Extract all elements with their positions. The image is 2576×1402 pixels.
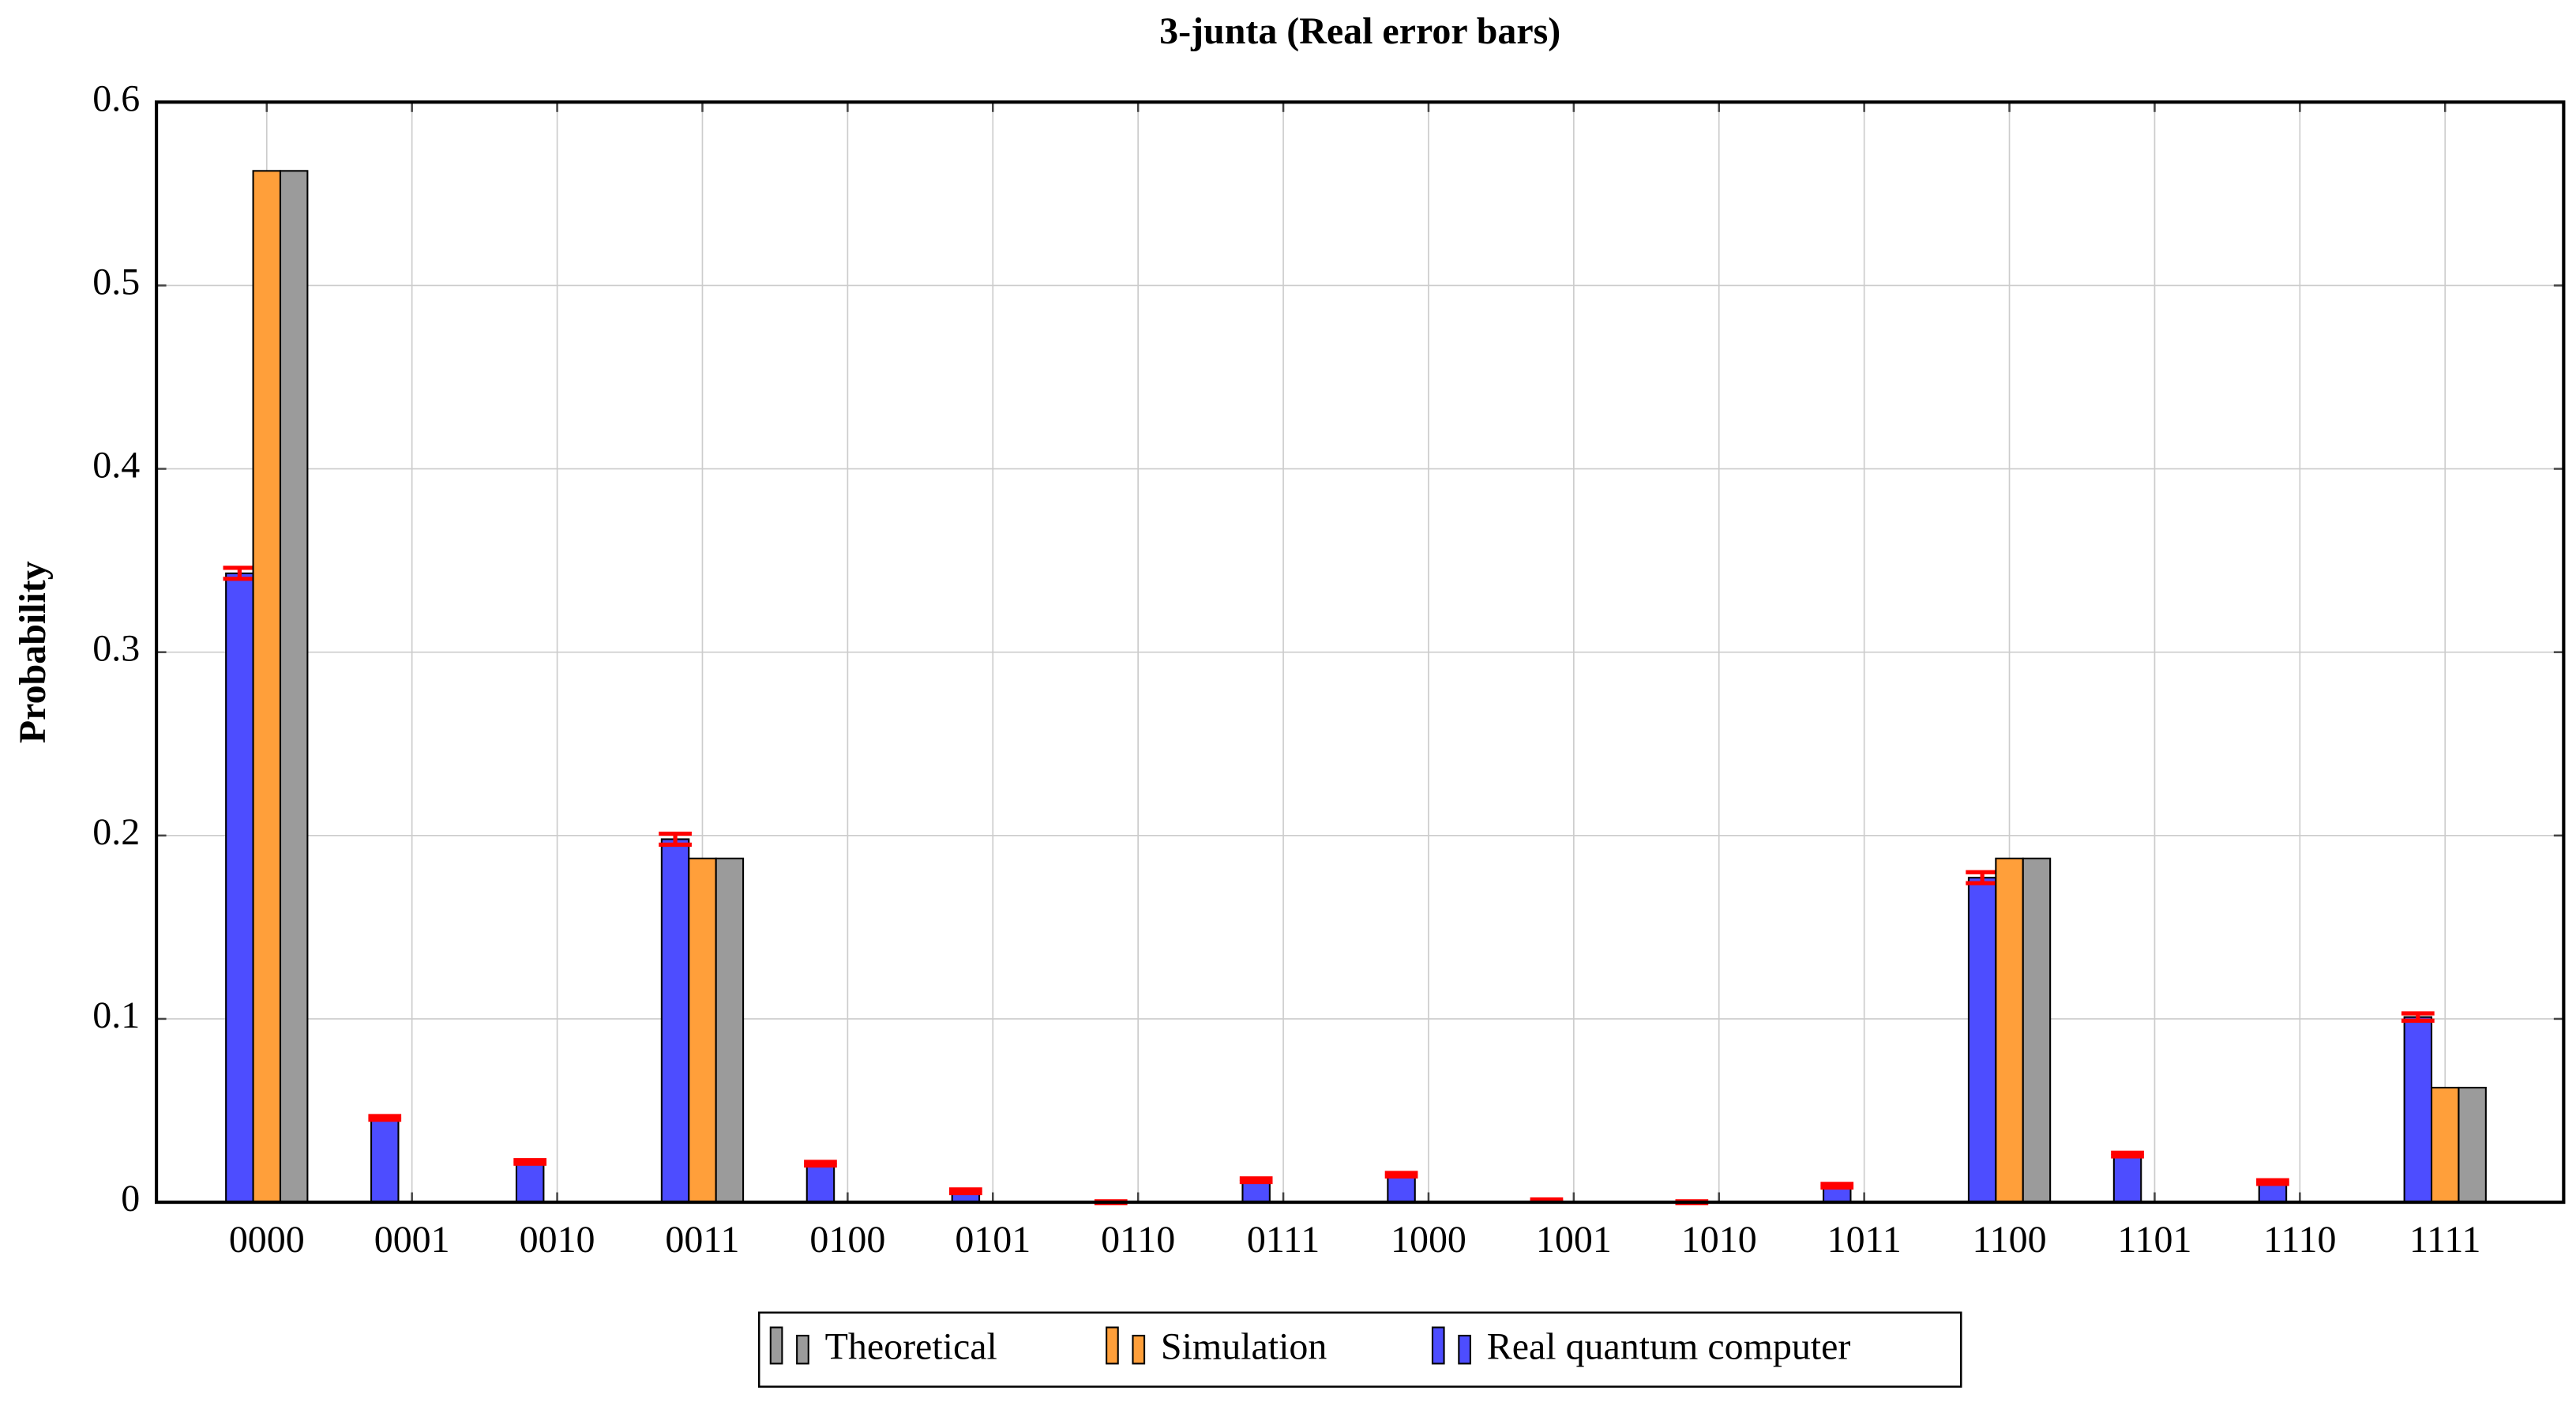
error-bar <box>513 1158 547 1166</box>
y-tick-label: 0.5 <box>92 261 140 303</box>
error-bar <box>223 566 257 581</box>
legend-box <box>757 1311 1962 1388</box>
x-tick-label: 1010 <box>1681 1219 1757 1261</box>
bar <box>805 1163 836 1204</box>
y-tick-label: 0.3 <box>92 628 140 670</box>
error-bar <box>1239 1176 1273 1185</box>
bar <box>2430 1086 2460 1204</box>
legend-label: Theoretical <box>825 1326 997 1368</box>
error-bar <box>1966 870 1999 885</box>
x-tick-label: 0101 <box>955 1219 1031 1261</box>
x-tick-label: 0110 <box>1101 1219 1175 1261</box>
x-tick-label: 0111 <box>1247 1219 1320 1261</box>
error-bar <box>949 1187 982 1196</box>
x-tick-label: 1000 <box>1391 1219 1466 1261</box>
legend-swatch <box>1106 1326 1119 1365</box>
bar <box>225 572 254 1204</box>
x-tick-label: 0001 <box>374 1219 450 1261</box>
bar <box>279 170 309 1204</box>
legend-swatch <box>1431 1326 1445 1365</box>
x-tick-label: 0011 <box>665 1219 739 1261</box>
error-bar <box>1384 1171 1418 1179</box>
bar <box>370 1117 400 1204</box>
bar <box>252 170 282 1204</box>
bar <box>660 838 690 1204</box>
y-tick-label: 0.1 <box>92 994 140 1036</box>
chart-title: 3-junta (Real error bars) <box>1159 10 1560 52</box>
bar <box>688 857 717 1204</box>
legend-label: Simulation <box>1161 1326 1327 1368</box>
error-bar <box>804 1160 837 1168</box>
legend-swatch <box>1458 1334 1471 1365</box>
legend-swatch <box>769 1326 783 1365</box>
y-axis-label: Probability <box>12 561 54 743</box>
x-tick-label: 0100 <box>809 1219 885 1261</box>
x-tick-label: 1111 <box>2409 1219 2481 1261</box>
error-bar <box>659 831 692 848</box>
legend-swatch <box>796 1334 809 1365</box>
x-tick-label: 0000 <box>229 1219 305 1261</box>
plot-frame <box>154 100 2566 1205</box>
legend-swatch <box>1132 1334 1146 1365</box>
bar <box>2022 857 2052 1204</box>
x-tick-label: 1001 <box>1536 1219 1612 1261</box>
y-tick-label: 0.6 <box>92 77 140 119</box>
y-tick-label: 0 <box>121 1178 140 1220</box>
bar <box>2112 1153 2142 1204</box>
bar <box>1995 857 2024 1204</box>
x-tick-label: 1011 <box>1827 1219 1902 1261</box>
error-bar <box>2401 1011 2435 1023</box>
x-tick-label: 1100 <box>1972 1219 2046 1261</box>
y-tick-label: 0.2 <box>92 811 140 853</box>
x-tick-label: 1101 <box>2117 1219 2191 1261</box>
x-tick-label: 1110 <box>2263 1219 2336 1261</box>
error-bar <box>2256 1178 2289 1186</box>
bar <box>2403 1016 2433 1204</box>
legend-label: Real quantum computer <box>1487 1326 1851 1368</box>
error-bar <box>1820 1182 1854 1190</box>
bar <box>2458 1086 2487 1204</box>
bar <box>515 1160 545 1204</box>
bar <box>1967 877 1997 1204</box>
error-bar <box>2111 1150 2144 1159</box>
x-tick-label: 0010 <box>520 1219 595 1261</box>
bar <box>1387 1174 1416 1204</box>
y-tick-label: 0.4 <box>92 445 140 487</box>
bar <box>715 857 745 1204</box>
error-bar <box>368 1114 402 1122</box>
